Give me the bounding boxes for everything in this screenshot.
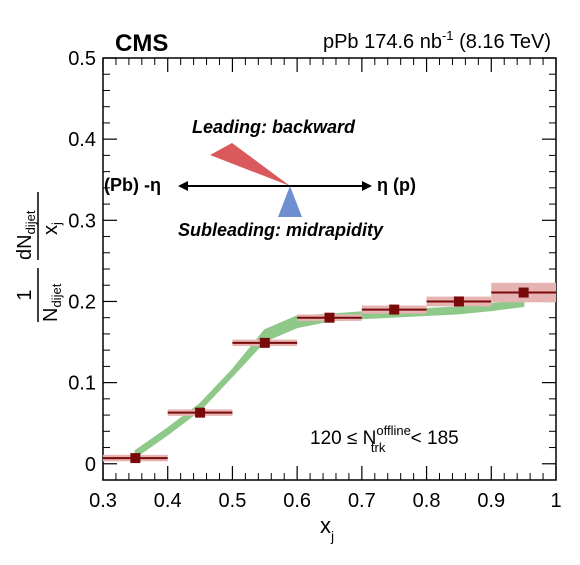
y-label-frac2-num: dNdijet xyxy=(14,210,38,260)
y-tick-label: 0.2 xyxy=(68,291,96,313)
y-label-frac2-num-sub: dijet xyxy=(23,210,38,234)
data-marker xyxy=(324,312,335,323)
y-label-frac2-num-main: dN xyxy=(14,234,36,260)
data-point xyxy=(426,296,492,307)
x-tick-label: 0.8 xyxy=(413,490,441,512)
dataset-label-exponent: -1 xyxy=(442,28,454,43)
data-series xyxy=(103,282,556,464)
dataset-label: pPb 174.6 nb-1 (8.16 TeV) xyxy=(323,28,551,53)
data-point xyxy=(232,337,298,348)
y-label-frac1-den-sub: dijet xyxy=(49,283,64,307)
right-arrowhead xyxy=(362,181,372,191)
x-tick-label: 0.9 xyxy=(477,490,505,512)
selection-superscript: offline xyxy=(376,423,410,438)
y-label-frac2-den-main: x xyxy=(40,225,62,235)
subleading-jet-cone xyxy=(278,186,302,217)
dataset-label-suffix: (8.16 TeV) xyxy=(454,31,551,53)
x-tick-label: 0.4 xyxy=(154,490,182,512)
left-direction-label: (Pb) -η xyxy=(104,175,161,195)
y-tick-label: 0.3 xyxy=(68,210,96,232)
x-tick-label: 0.7 xyxy=(348,490,376,512)
model-band-area xyxy=(134,299,525,459)
x-tick-label: 1 xyxy=(550,490,561,512)
y-label-frac1-den-main: N xyxy=(40,308,62,322)
selection-prefix: 120 ≤ N xyxy=(310,428,376,449)
data-point xyxy=(361,304,427,315)
x-tick-label: 0.5 xyxy=(219,490,247,512)
y-axis: 0 0.1 0.2 0.3 0.4 0.5 xyxy=(68,48,556,481)
x-axis-label-sub: j xyxy=(330,528,334,544)
data-point xyxy=(491,282,556,303)
data-point xyxy=(103,453,168,464)
leading-jet-cone xyxy=(210,143,290,186)
y-tick-label: 0 xyxy=(85,454,96,476)
selection-label: 120 ≤ Noffline trk < 185 xyxy=(310,423,459,455)
data-marker xyxy=(259,337,270,348)
x-tick-label: 0.6 xyxy=(283,490,311,512)
dataset-label-prefix: pPb 174.6 nb xyxy=(323,31,442,53)
x-axis-label: xj xyxy=(320,513,334,544)
data-marker xyxy=(453,296,464,307)
data-marker xyxy=(518,287,529,298)
y-label-frac1-num: 1 xyxy=(14,289,36,300)
data-marker xyxy=(389,304,400,315)
model-band xyxy=(134,299,525,459)
y-label-frac1-den: Ndijet xyxy=(40,283,64,322)
data-point xyxy=(297,312,362,323)
y-label-frac2-den-sub: j xyxy=(49,222,64,226)
left-arrowhead xyxy=(178,181,188,191)
y-label-frac2-den: xj xyxy=(40,222,64,235)
x-tick-label: 0.3 xyxy=(89,490,117,512)
data-point xyxy=(167,407,233,418)
selection-subscript: trk xyxy=(371,440,386,455)
rapidity-diagram: Leading: backward (Pb) -η η (p) Subleadi… xyxy=(104,117,416,240)
x-axis-label-main: x xyxy=(320,513,331,538)
leading-label: Leading: backward xyxy=(192,117,356,137)
experiment-label: CMS xyxy=(115,30,168,57)
y-axis-label: 1 Ndijet dNdijet xj xyxy=(14,192,64,322)
x-axis: 0.3 0.4 0.5 0.6 0.7 0.8 0.9 1 xyxy=(89,58,562,512)
data-marker xyxy=(130,453,141,464)
right-direction-label: η (p) xyxy=(377,175,416,195)
subleading-label: Subleading: midrapidity xyxy=(178,220,384,240)
y-tick-label: 0.4 xyxy=(68,129,96,151)
y-tick-label: 0.1 xyxy=(68,373,96,395)
selection-suffix: < 185 xyxy=(405,428,458,449)
data-marker xyxy=(195,407,206,418)
y-tick-label: 0.5 xyxy=(68,48,96,70)
